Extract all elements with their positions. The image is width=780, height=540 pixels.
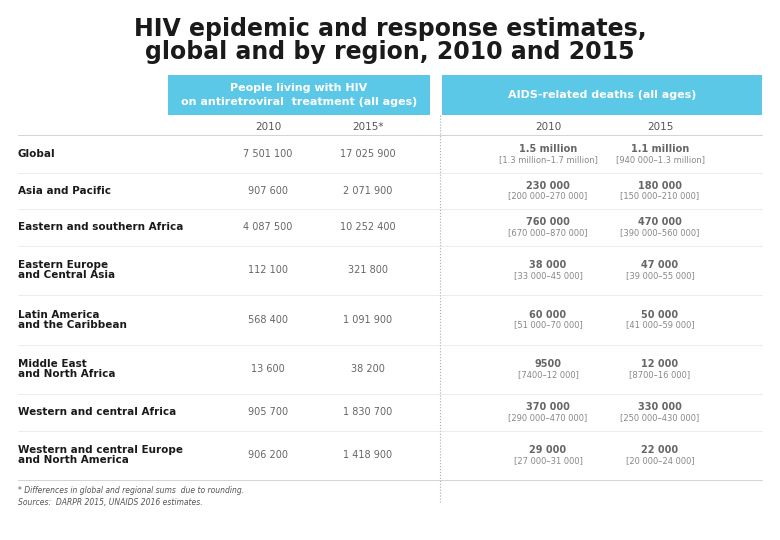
Text: 905 700: 905 700 <box>248 407 288 417</box>
Text: Global: Global <box>18 149 55 159</box>
Text: [33 000–45 000]: [33 000–45 000] <box>513 271 583 280</box>
Text: Western and central Europe: Western and central Europe <box>18 446 183 455</box>
Text: global and by region, 2010 and 2015: global and by region, 2010 and 2015 <box>145 40 635 64</box>
Text: [150 000–210 000]: [150 000–210 000] <box>620 191 700 200</box>
Text: 470 000: 470 000 <box>638 218 682 227</box>
Text: 2015: 2015 <box>647 122 673 132</box>
Text: Eastern Europe: Eastern Europe <box>18 260 108 271</box>
Text: Latin America: Latin America <box>18 310 100 320</box>
Text: 22 000: 22 000 <box>641 446 679 455</box>
Text: 9500: 9500 <box>534 359 562 369</box>
Text: and North Africa: and North Africa <box>18 369 115 379</box>
Text: [7400–12 000]: [7400–12 000] <box>518 370 579 379</box>
Text: 38 000: 38 000 <box>530 260 566 271</box>
Text: 568 400: 568 400 <box>248 315 288 325</box>
Text: [8700–16 000]: [8700–16 000] <box>629 370 690 379</box>
Text: 4 087 500: 4 087 500 <box>243 222 292 233</box>
Text: [41 000–59 000]: [41 000–59 000] <box>626 320 694 329</box>
Text: 330 000: 330 000 <box>638 402 682 413</box>
Text: [940 000–1.3 million]: [940 000–1.3 million] <box>615 155 704 164</box>
Text: [27 000–31 000]: [27 000–31 000] <box>513 456 583 465</box>
Text: AIDS-related deaths (all ages): AIDS-related deaths (all ages) <box>508 90 697 100</box>
Text: HIV epidemic and response estimates,: HIV epidemic and response estimates, <box>133 17 647 41</box>
Text: [39 000–55 000]: [39 000–55 000] <box>626 271 694 280</box>
Text: 10 252 400: 10 252 400 <box>340 222 395 233</box>
Text: 112 100: 112 100 <box>248 266 288 275</box>
Text: 60 000: 60 000 <box>530 310 566 320</box>
Text: 2010: 2010 <box>255 122 281 132</box>
Text: [51 000–70 000]: [51 000–70 000] <box>513 320 583 329</box>
Text: 370 000: 370 000 <box>526 402 570 413</box>
Text: 13 600: 13 600 <box>251 364 285 374</box>
Text: 50 000: 50 000 <box>641 310 679 320</box>
Bar <box>168 75 430 115</box>
Text: [200 000–270 000]: [200 000–270 000] <box>509 191 587 200</box>
Text: [670 000–870 000]: [670 000–870 000] <box>509 228 588 237</box>
Text: 760 000: 760 000 <box>526 218 570 227</box>
Text: * Differences in global and regional sums  due to rounding.: * Differences in global and regional sum… <box>18 486 244 495</box>
Text: 907 600: 907 600 <box>248 186 288 196</box>
Text: 17 025 900: 17 025 900 <box>340 149 395 159</box>
Text: 2010: 2010 <box>535 122 561 132</box>
Text: and North America: and North America <box>18 455 129 465</box>
Text: 12 000: 12 000 <box>641 359 679 369</box>
Text: Asia and Pacific: Asia and Pacific <box>18 186 111 196</box>
Text: 1 091 900: 1 091 900 <box>343 315 392 325</box>
Text: 38 200: 38 200 <box>351 364 385 374</box>
Text: [290 000–470 000]: [290 000–470 000] <box>509 413 587 422</box>
Text: People living with HIV
on antiretroviral  treatment (all ages): People living with HIV on antiretroviral… <box>181 83 417 107</box>
Text: 1.1 million: 1.1 million <box>631 144 689 154</box>
Text: and Central Asia: and Central Asia <box>18 271 115 280</box>
Text: [390 000–560 000]: [390 000–560 000] <box>620 228 700 237</box>
Text: 180 000: 180 000 <box>638 181 682 191</box>
Text: 47 000: 47 000 <box>641 260 679 271</box>
Text: 1.5 million: 1.5 million <box>519 144 577 154</box>
Text: 2015*: 2015* <box>353 122 384 132</box>
Text: 29 000: 29 000 <box>530 446 566 455</box>
Text: Eastern and southern Africa: Eastern and southern Africa <box>18 222 183 233</box>
Text: [20 000–24 000]: [20 000–24 000] <box>626 456 694 465</box>
Text: 230 000: 230 000 <box>526 181 570 191</box>
Text: [1.3 million–1.7 million]: [1.3 million–1.7 million] <box>498 155 597 164</box>
Text: and the Caribbean: and the Caribbean <box>18 320 127 330</box>
Text: 906 200: 906 200 <box>248 450 288 460</box>
Text: [250 000–430 000]: [250 000–430 000] <box>620 413 700 422</box>
Text: Middle East: Middle East <box>18 359 87 369</box>
Text: 1 830 700: 1 830 700 <box>343 407 392 417</box>
Text: Sources:  DARPR 2015, UNAIDS 2016 estimates.: Sources: DARPR 2015, UNAIDS 2016 estimat… <box>18 498 203 507</box>
Text: 2 071 900: 2 071 900 <box>343 186 392 196</box>
Text: Western and central Africa: Western and central Africa <box>18 407 176 417</box>
Text: 321 800: 321 800 <box>348 266 388 275</box>
Text: 1 418 900: 1 418 900 <box>343 450 392 460</box>
Bar <box>442 75 762 115</box>
Text: 7 501 100: 7 501 100 <box>243 149 292 159</box>
